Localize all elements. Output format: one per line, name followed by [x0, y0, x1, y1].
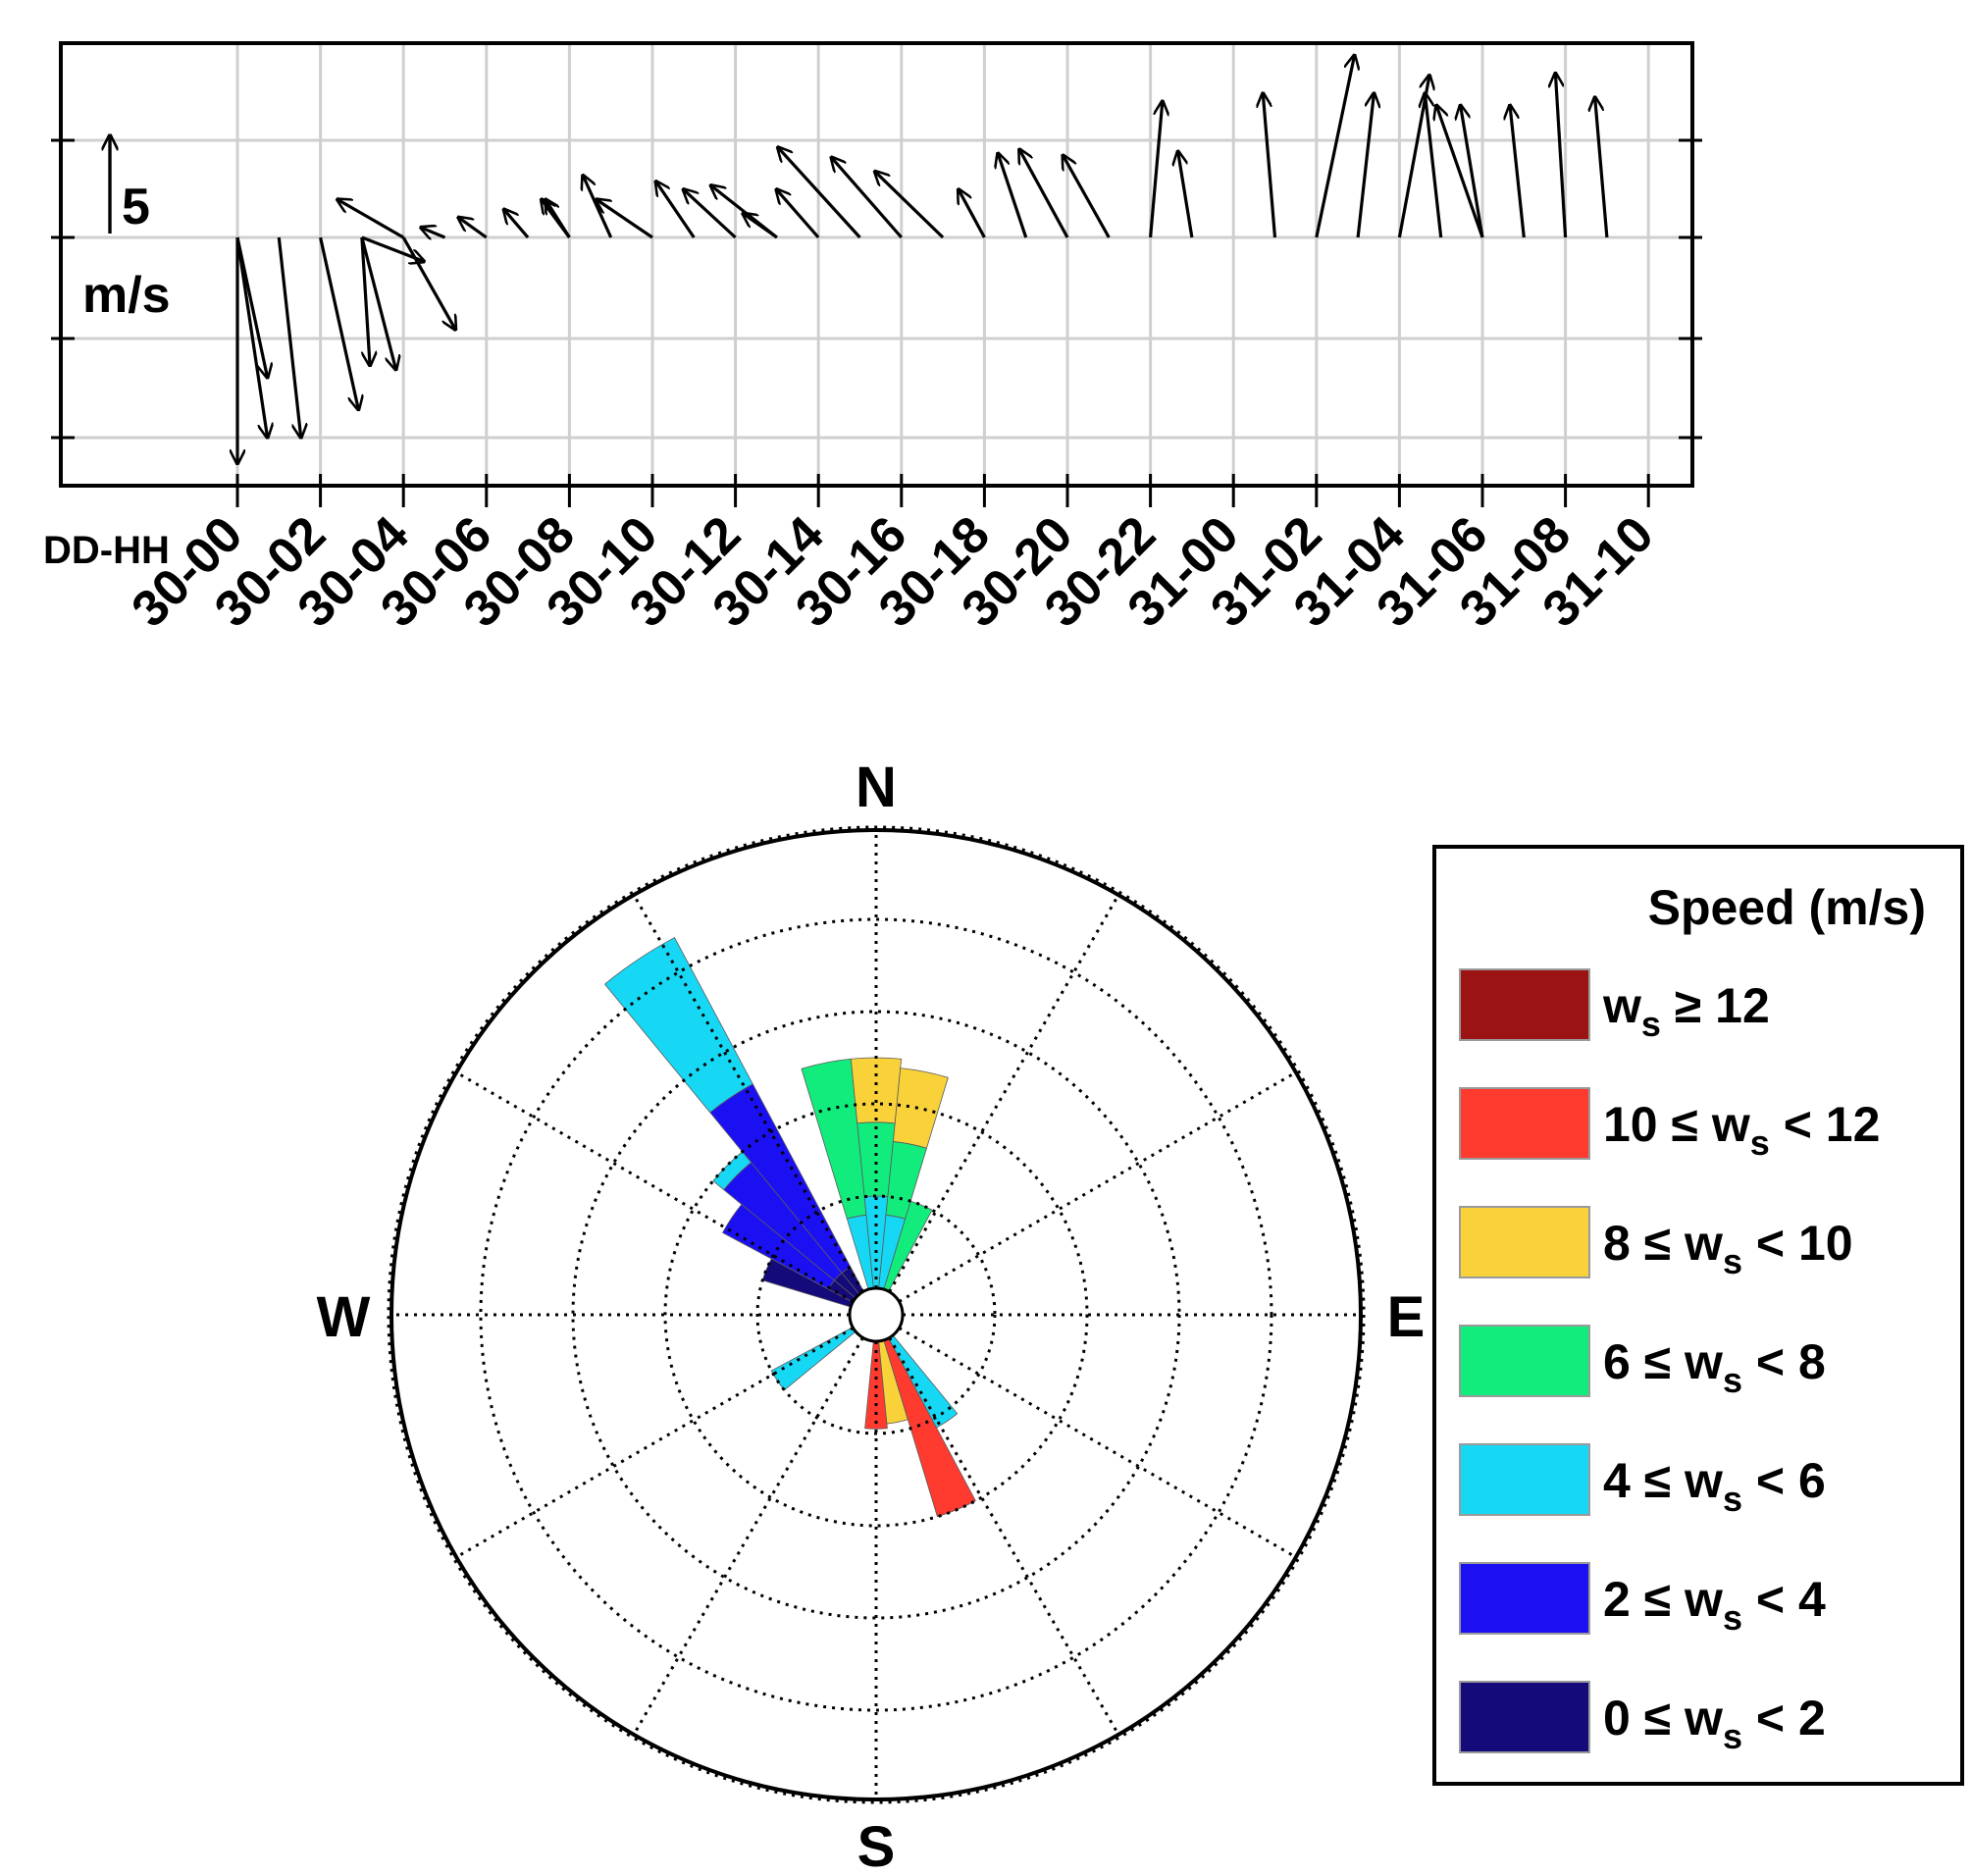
wind-vector: [360, 236, 370, 366]
legend-swatch: [1459, 1206, 1590, 1278]
wind-vector: [959, 189, 986, 238]
wind-vector: [1425, 93, 1443, 238]
wind-vector: [1595, 97, 1609, 238]
legend-swatch: [1459, 1443, 1590, 1516]
scale-arrow-value: 5: [122, 179, 150, 235]
wind-vector: [711, 185, 778, 239]
rose-wedge: [603, 937, 753, 1114]
x-axis-label: DD-HH: [43, 529, 170, 572]
rose-grid: [387, 825, 1366, 1804]
wind-vector: [277, 236, 300, 438]
compass-e: E: [1387, 1285, 1426, 1349]
legend-entry: 8 ≤ ws < 10: [1603, 1216, 1853, 1281]
wind-vector: [504, 209, 530, 239]
wind-vector-plot: 30-0030-0230-0430-0630-0830-1030-1230-14…: [43, 41, 1702, 639]
wind-vector: [1315, 55, 1355, 238]
rose-spoke: [888, 1336, 1120, 1736]
legend-swatch: [1459, 1087, 1590, 1160]
wind-vector: [360, 236, 396, 370]
wind-vector: [235, 236, 268, 438]
wind-vector: [776, 189, 820, 239]
legend-swatch: [1459, 1325, 1590, 1397]
rose-ring: [387, 825, 1366, 1804]
scale-arrow: 5 m/s: [82, 135, 171, 324]
wind-vector: [458, 218, 488, 239]
rose-wedge: [850, 1057, 903, 1124]
wind-vector: [684, 189, 737, 239]
rose-wedge: [892, 1068, 949, 1149]
vector-plot-frame: [59, 41, 1694, 488]
rose-spoke: [888, 894, 1120, 1293]
wind-vector: [597, 199, 653, 239]
rose-spoke: [898, 1327, 1297, 1559]
x-ticks: 30-0030-0230-0430-0630-0830-1030-1230-14…: [121, 474, 1665, 639]
wind-rose: N E S W: [317, 756, 1426, 1876]
rose-spoke: [898, 1070, 1297, 1303]
wind-vector: [1263, 93, 1277, 238]
legend-entry: 4 ≤ ws < 6: [1603, 1453, 1826, 1519]
legend-swatch: [1459, 1681, 1590, 1753]
compass-s: S: [857, 1815, 896, 1876]
compass-w: W: [317, 1285, 371, 1349]
rose-spoke: [455, 1070, 855, 1303]
rose-ring: [479, 917, 1273, 1712]
wind-vectors: [235, 55, 1609, 463]
wind-vector: [545, 199, 571, 238]
wind-vector: [656, 182, 696, 238]
rose-wedge: [722, 1203, 835, 1290]
wind-vector: [778, 147, 861, 239]
compass-n: N: [856, 756, 897, 819]
wind-vector: [1019, 149, 1069, 238]
wind-vector: [1178, 151, 1194, 238]
legend-entry: 10 ≤ ws < 12: [1603, 1097, 1880, 1163]
wind-vector: [421, 228, 446, 237]
legend-swatch: [1459, 968, 1590, 1041]
wind-vector: [1461, 105, 1484, 238]
wind-vector: [1555, 74, 1568, 238]
rose-ring: [663, 1102, 1089, 1528]
legend-entry: 2 ≤ ws < 4: [1603, 1572, 1826, 1638]
rose-wedges: [603, 937, 976, 1518]
wind-vector: [998, 153, 1028, 238]
wind-vector: [1063, 155, 1111, 238]
legend-swatch: [1459, 1562, 1590, 1635]
legend-entry: 0 ≤ ws < 2: [1603, 1691, 1826, 1756]
legend-items: ws ≥ 12 10 ≤ ws < 12 8 ≤ ws < 10 6 ≤ ws < 8…: [1459, 968, 1880, 1756]
wind-vector: [875, 172, 945, 239]
wind-vector: [1510, 105, 1526, 238]
wind-vector: [831, 157, 904, 239]
wind-vector: [1436, 105, 1484, 238]
wind-vector: [401, 236, 455, 330]
wind-vector: [1149, 101, 1163, 238]
scale-arrow-unit: m/s: [82, 267, 171, 324]
rose-wedge: [770, 1327, 856, 1391]
legend: Speed (m/s) ws ≥ 12 10 ≤ ws < 12 8 ≤ ws < …: [1432, 845, 1964, 1786]
wind-vector: [337, 199, 404, 239]
legend-entry: 6 ≤ ws < 8: [1603, 1334, 1826, 1400]
wind-vector: [1356, 93, 1374, 238]
rose-ring: [755, 1194, 997, 1435]
rose-spoke: [632, 1336, 864, 1736]
legend-title: Speed (m/s): [1648, 880, 1926, 935]
rose-spoke: [632, 894, 864, 1293]
rose-center-hole: [848, 1286, 905, 1343]
rose-outer-circle: [389, 828, 1363, 1801]
wind-vector: [319, 236, 359, 409]
rose-spoke: [455, 1327, 855, 1559]
legend-entry: ws ≥ 12: [1602, 978, 1770, 1044]
